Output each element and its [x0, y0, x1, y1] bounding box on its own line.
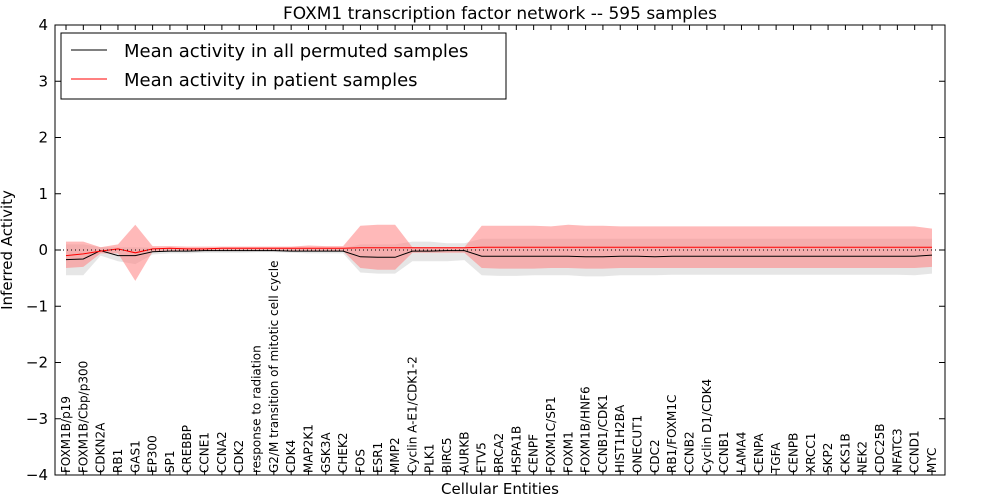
- x-tick-label: CDKN2A: [94, 422, 108, 473]
- x-tick-label: GSK3A: [319, 432, 333, 473]
- x-tick-label: BIRC5: [440, 437, 454, 473]
- x-tick-label: Cyclin A-E1/CDK1-2: [405, 356, 419, 473]
- x-tick-label: PLK1: [423, 444, 437, 473]
- x-tick-label: CDK4: [284, 440, 298, 473]
- x-tick-label: CHEK2: [336, 433, 350, 474]
- y-tick-label: −1: [26, 297, 48, 315]
- x-tick-label: FOS: [353, 449, 367, 473]
- y-axis-label: Inferred Activity: [0, 190, 16, 310]
- x-tick-label: EP300: [146, 435, 160, 473]
- x-tick-label: G2/M transition of mitotic cell cycle: [267, 260, 281, 473]
- x-tick-label: BRCA2: [492, 433, 506, 473]
- x-tick-label: CCNA2: [215, 431, 229, 473]
- x-tick-label: response to radiation: [250, 345, 264, 473]
- x-tick-label: TGFA: [769, 442, 783, 474]
- x-axis-label: Cellular Entities: [441, 480, 559, 498]
- y-axis-ticks: −4 −3 −2 −1 0 1 2 3 4: [26, 16, 945, 484]
- x-tick-label: XRCC1: [804, 433, 818, 473]
- x-tick-label: CCNB1/CDK1: [596, 394, 610, 473]
- x-tick-label: CDK2: [232, 440, 246, 473]
- chart-title: FOXM1 transcription factor network -- 59…: [283, 4, 717, 24]
- x-tick-label: CREBBP: [180, 425, 194, 473]
- x-tick-label: LAMA4: [734, 432, 748, 473]
- y-tick-label: 3: [38, 72, 48, 90]
- x-tick-label: NFATC3: [890, 428, 904, 473]
- x-axis-ticks: FOXM1B/p19 FOXM1B/Cbp/p300 CDKN2A RB1 GAS1 EP…: [59, 25, 939, 475]
- legend-label-permuted: Mean activity in all permuted samples: [124, 41, 468, 62]
- x-tick-label: CENPA: [752, 433, 766, 473]
- x-tick-label: MMP2: [388, 437, 402, 473]
- x-tick-label: HIST1H2BA: [613, 404, 627, 473]
- y-tick-label: −4: [26, 466, 48, 484]
- x-tick-label: FOXM1C/SP1: [544, 396, 558, 473]
- x-tick-label: NEK2: [856, 441, 870, 473]
- x-tick-label: FOXM1B/Cbp/p300: [76, 361, 90, 473]
- y-tick-label: 1: [38, 185, 48, 203]
- line-patient: [65, 246, 932, 257]
- confidence-bands: [66, 224, 932, 281]
- y-tick-label: −3: [26, 410, 48, 428]
- x-tick-label: GAS1: [128, 440, 142, 473]
- y-tick-label: 4: [38, 16, 48, 34]
- x-tick-label: AURKB: [457, 432, 471, 473]
- line-permuted: [65, 250, 933, 261]
- x-tick-label: CENPF: [527, 434, 541, 473]
- x-tick-label: CDC2: [648, 439, 662, 473]
- x-tick-label: HSPA1B: [509, 426, 523, 473]
- x-tick-label: CENPB: [786, 433, 800, 473]
- x-tick-label: MAP2K1: [301, 424, 315, 473]
- y-tick-label: 0: [38, 241, 48, 259]
- series-lines: [65, 246, 933, 261]
- x-tick-label: ONECUT1: [631, 415, 645, 473]
- x-tick-label: SKP2: [821, 443, 835, 473]
- x-tick-label: CCNB2: [683, 431, 697, 473]
- x-tick-label: FOXM1: [561, 431, 575, 473]
- x-tick-label: ETV5: [475, 442, 489, 473]
- x-tick-label: SP1: [163, 451, 177, 474]
- legend-box: [60, 32, 507, 100]
- x-tick-label: CDC25B: [873, 424, 887, 474]
- x-tick-label: ESR1: [371, 442, 385, 473]
- x-tick-label: FOXM1B/HNF6: [579, 386, 593, 473]
- x-tick-label: MYC: [925, 448, 939, 473]
- y-tick-label: −2: [26, 354, 48, 372]
- x-tick-label: CCNE1: [198, 432, 212, 473]
- x-tick-label: Cyclin D1/CDK4: [700, 379, 714, 473]
- x-tick-label: CCNB1: [717, 431, 731, 473]
- x-tick-label: RB1: [111, 449, 125, 473]
- x-tick-label: CCND1: [908, 430, 922, 473]
- legend-label-patient: Mean activity in patient samples: [124, 70, 418, 91]
- x-tick-label: RB1/FOXM1C: [665, 395, 679, 473]
- x-tick-label: FOXM1B/p19: [59, 396, 73, 473]
- y-tick-label: 2: [38, 129, 48, 147]
- band-patient: [66, 224, 932, 281]
- legend: Mean activity in all permuted samples Me…: [60, 32, 507, 100]
- x-tick-label: CKS1B: [838, 433, 852, 473]
